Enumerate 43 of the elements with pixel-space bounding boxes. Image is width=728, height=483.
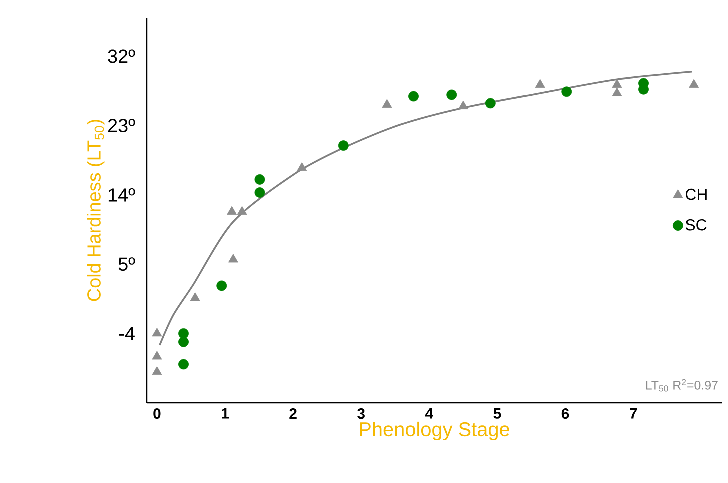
point — [612, 79, 622, 88]
x-tick-label: 5 — [494, 408, 502, 419]
y-tick-label: 32º — [108, 50, 136, 64]
x-tick-label: 3 — [358, 408, 365, 420]
point — [152, 351, 162, 360]
x-tick-label: 4 — [425, 408, 434, 419]
point — [178, 328, 189, 339]
point — [612, 88, 622, 96]
point — [152, 328, 162, 337]
y-axis-title: Cold Hardiness (LT$_{50}$) — [87, 120, 105, 302]
point — [408, 91, 419, 102]
point — [689, 79, 700, 88]
point — [216, 280, 228, 292]
point — [446, 90, 458, 100]
x-tick-label: 6 — [562, 408, 570, 420]
point — [297, 162, 308, 172]
point — [190, 292, 200, 302]
point — [178, 359, 189, 370]
point — [237, 206, 248, 215]
point — [535, 79, 546, 88]
x-tick-label: 1 — [222, 408, 229, 419]
point — [458, 100, 468, 110]
y-tick-label: -4 — [120, 327, 135, 340]
point — [485, 98, 496, 109]
point — [227, 206, 238, 215]
x-tick-label: 7 — [630, 408, 638, 419]
point — [228, 254, 238, 263]
point — [338, 140, 349, 152]
point — [254, 188, 266, 198]
x-axis-title: Phenology Stage — [360, 422, 510, 441]
point — [382, 99, 392, 108]
y-tick-label: 14º — [108, 188, 136, 202]
point — [178, 336, 189, 348]
x-tick-label: 2 — [290, 408, 297, 419]
legend-label: CH — [686, 188, 707, 200]
y-tick-label: 23º — [108, 119, 136, 133]
point — [562, 86, 572, 98]
point — [152, 366, 162, 376]
x-tick-label: 0 — [154, 408, 161, 420]
annotation: LT$_{50}$ R$^{2}$=0.97 — [646, 379, 718, 392]
legend-label: SC — [686, 219, 707, 231]
point — [254, 174, 266, 185]
y-tick-label: 5º — [118, 258, 136, 272]
